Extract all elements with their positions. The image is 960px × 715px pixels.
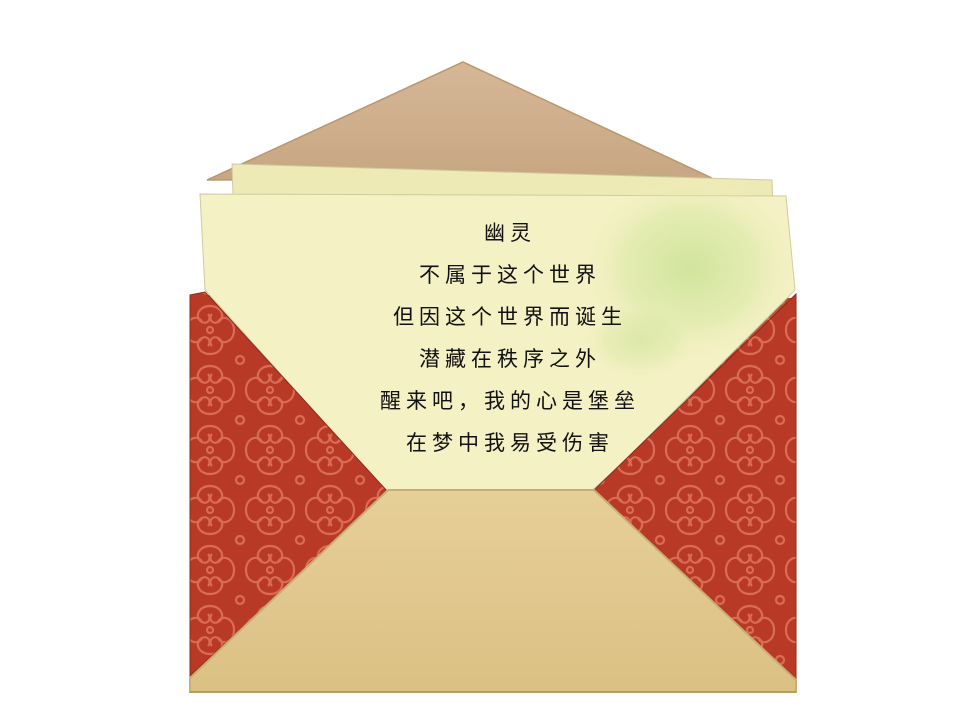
letter-line: 不属于这个世界 <box>419 263 601 287</box>
letter-green-wash-2 <box>580 300 700 380</box>
letter-line: 在梦中我易受伤害 <box>406 431 614 455</box>
letter-line: 潜藏在秩序之外 <box>419 347 601 371</box>
letter-line: 醒来吧，我的心是堡垒 <box>380 389 640 413</box>
envelope-top-flap <box>206 61 713 181</box>
letter-line: 但因这个世界而诞生 <box>393 305 627 329</box>
letter-text-block: 幽灵 不属于这个世界 但因这个世界而诞生 潜藏在秩序之外 醒来吧，我的心是堡垒 … <box>330 212 690 464</box>
letter-title: 幽灵 <box>484 221 536 245</box>
